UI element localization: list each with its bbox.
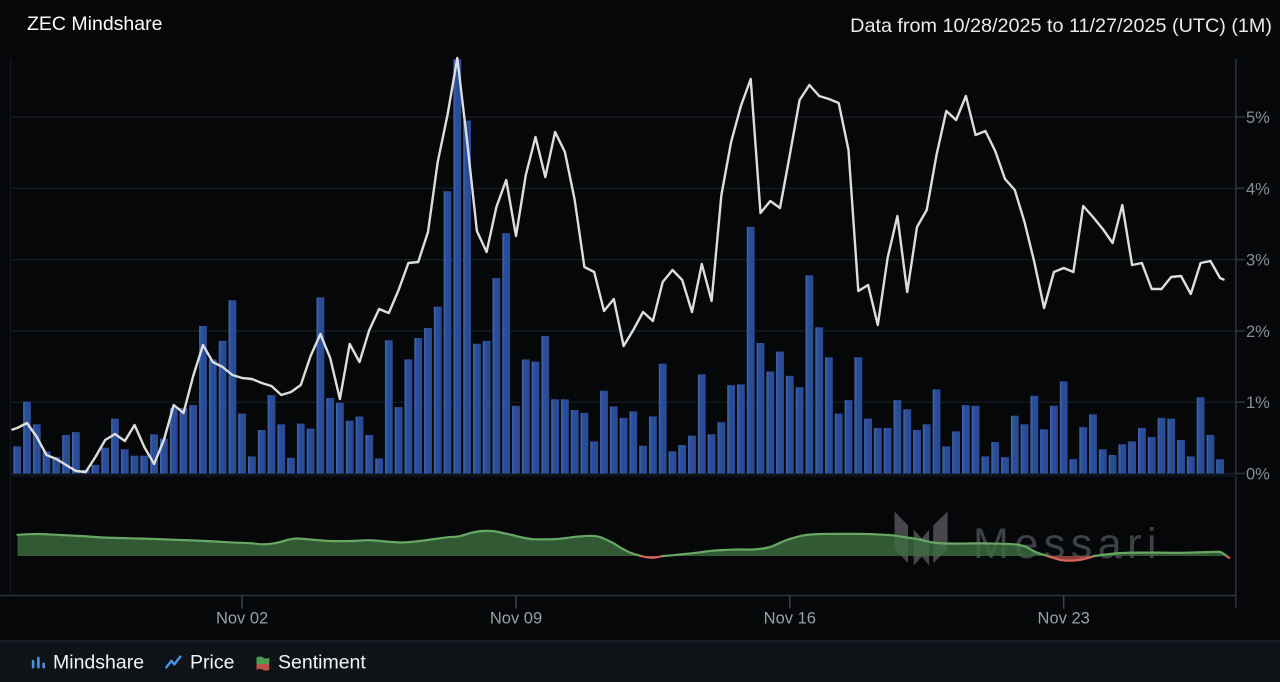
svg-text:Nov 23: Nov 23 — [1038, 610, 1090, 628]
svg-text:ZEC Mindshare: ZEC Mindshare — [27, 13, 162, 35]
svg-text:Nov 16: Nov 16 — [764, 610, 816, 628]
svg-text:5%: 5% — [1246, 109, 1270, 127]
svg-text:Sentiment: Sentiment — [278, 652, 366, 674]
svg-text:Mindshare: Mindshare — [53, 652, 144, 674]
svg-text:1%: 1% — [1246, 394, 1270, 412]
svg-text:Price: Price — [190, 652, 234, 674]
svg-text:Data from 10/28/2025 to 11/27/: Data from 10/28/2025 to 11/27/2025 (UTC)… — [850, 15, 1272, 37]
svg-text:Nov 09: Nov 09 — [490, 610, 542, 628]
svg-text:3%: 3% — [1246, 252, 1270, 270]
svg-text:2%: 2% — [1246, 323, 1270, 341]
svg-text:0%: 0% — [1246, 466, 1270, 484]
svg-text:4%: 4% — [1246, 180, 1270, 198]
svg-text:Nov 02: Nov 02 — [216, 610, 268, 628]
